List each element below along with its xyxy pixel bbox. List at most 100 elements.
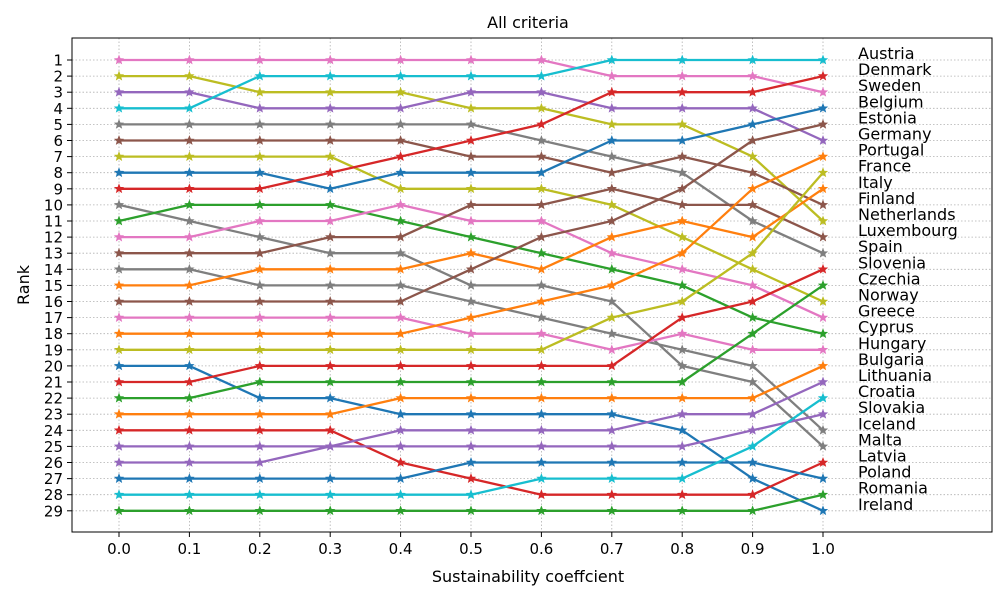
data-point [747, 360, 758, 371]
data-point [184, 392, 195, 403]
data-point [465, 344, 477, 355]
data-point [395, 118, 406, 129]
data-point [325, 54, 336, 65]
y-tick-label: 17 [44, 309, 63, 327]
data-point [677, 312, 688, 322]
data-point [606, 135, 617, 145]
y-tick-label: 9 [53, 180, 63, 198]
data-point [395, 70, 406, 81]
data-point [254, 360, 265, 371]
x-tick-label: 0.8 [670, 540, 694, 558]
data-point [254, 473, 265, 483]
data-point [254, 151, 265, 161]
y-tick-label: 10 [44, 196, 63, 214]
data-point [184, 408, 195, 419]
data-point [184, 199, 195, 210]
data-point [184, 183, 195, 194]
y-tick-label: 19 [44, 341, 63, 359]
data-point [536, 279, 547, 290]
data-point [395, 360, 406, 371]
data-point [465, 489, 477, 500]
data-point [747, 263, 758, 274]
data-point [184, 247, 195, 258]
data-point [606, 360, 617, 371]
data-point [606, 312, 617, 322]
data-point [536, 473, 547, 483]
x-tick-label: 1.0 [811, 540, 835, 558]
data-point [184, 424, 195, 435]
data-point [536, 167, 547, 178]
y-tick-label: 23 [44, 406, 63, 424]
data-point [747, 408, 758, 419]
data-point [536, 118, 547, 129]
y-tick-label: 28 [44, 486, 63, 504]
data-point [677, 118, 688, 129]
country-label: Netherlands [858, 205, 956, 224]
y-tick-label: 20 [44, 357, 63, 375]
country-label: Croatia [858, 382, 916, 401]
data-point [395, 440, 406, 451]
data-point [677, 392, 688, 403]
data-point [254, 344, 265, 355]
data-point [113, 263, 125, 274]
data-point [465, 118, 477, 129]
y-tick-label: 15 [44, 277, 63, 295]
data-point [747, 135, 758, 145]
data-point [536, 215, 547, 226]
data-point [254, 231, 265, 242]
data-point [113, 360, 125, 371]
country-label: Sweden [858, 76, 921, 95]
data-point [325, 231, 336, 242]
data-point [677, 473, 688, 483]
data-point [677, 247, 688, 258]
data-point [184, 118, 195, 129]
x-tick-label: 0.2 [248, 540, 272, 558]
y-tick-label: 21 [44, 374, 63, 392]
data-point [817, 279, 829, 290]
series-4 [113, 54, 829, 113]
data-point [395, 135, 406, 145]
country-label: Bulgaria [858, 350, 924, 369]
series-1 [113, 54, 829, 97]
country-label: Greece [858, 302, 915, 321]
data-point [677, 167, 688, 178]
data-point [747, 167, 758, 178]
data-point [677, 457, 688, 467]
data-point [254, 505, 265, 516]
data-point [254, 54, 265, 65]
series-21 [113, 263, 829, 387]
data-point [677, 328, 688, 339]
data-point [817, 231, 829, 242]
data-point [817, 376, 829, 387]
series-7 [113, 151, 829, 306]
data-point [254, 440, 265, 451]
data-point [325, 344, 336, 355]
data-point [677, 424, 688, 435]
data-point [817, 424, 829, 435]
data-point [113, 70, 125, 81]
country-label: Latvia [858, 447, 907, 466]
data-point [465, 360, 477, 371]
data-point [536, 263, 547, 274]
data-point [113, 167, 125, 178]
data-point [606, 247, 617, 258]
data-point [747, 392, 758, 403]
x-tick-label: 0.1 [177, 540, 201, 558]
data-point [677, 102, 688, 113]
data-point [184, 231, 195, 242]
data-point [254, 247, 265, 258]
country-label: France [858, 157, 911, 176]
data-point [677, 86, 688, 97]
country-label: Romania [858, 479, 928, 498]
data-point [747, 279, 758, 290]
data-point [677, 151, 688, 161]
data-point [395, 183, 406, 194]
data-point [465, 408, 477, 419]
data-point [536, 424, 547, 435]
data-point [817, 344, 829, 355]
data-point [325, 135, 336, 145]
data-point [254, 312, 265, 322]
y-tick-label: 11 [44, 213, 63, 231]
data-point [817, 440, 829, 451]
data-point [395, 489, 406, 500]
